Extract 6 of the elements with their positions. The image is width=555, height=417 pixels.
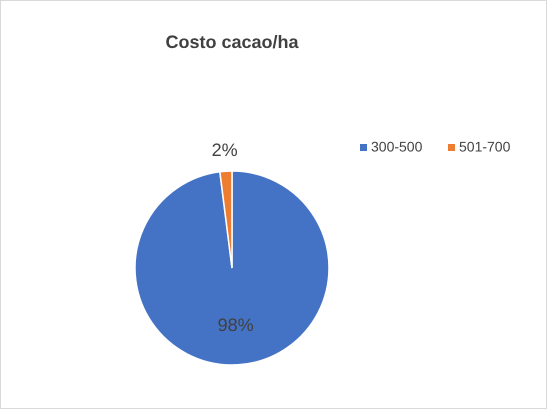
- chart-title: Costo cacao/ha: [165, 32, 300, 52]
- data-label: 98%: [218, 314, 254, 335]
- legend-label: 300-500: [371, 138, 423, 155]
- data-label: 2%: [212, 140, 238, 160]
- legend-label: 501-700: [459, 138, 511, 155]
- pie-slice: [134, 170, 330, 366]
